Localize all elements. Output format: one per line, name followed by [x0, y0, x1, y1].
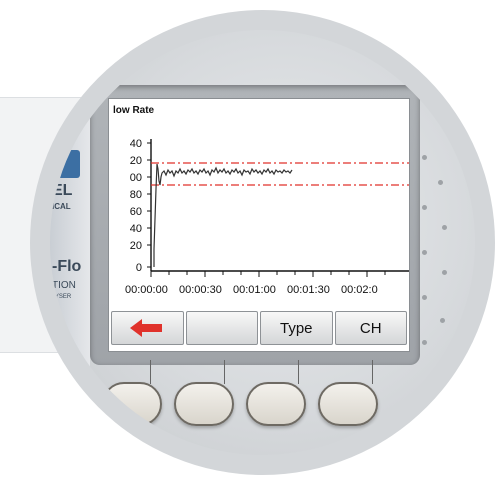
y-tick-label: 60	[130, 206, 142, 218]
grille-dot	[422, 155, 427, 160]
brand-text-4: TION	[52, 280, 76, 291]
y-tick-label: 00	[130, 172, 142, 184]
grille-dot	[422, 250, 427, 255]
brand-text-3: -Flo	[52, 258, 82, 275]
y-tick-label: 80	[130, 189, 142, 201]
grille-dot	[422, 295, 427, 300]
grille-dot	[440, 318, 445, 323]
brand-logo-icon	[54, 150, 80, 178]
hardware-button-2[interactable]	[174, 382, 234, 426]
y-tick-label: 0	[136, 262, 142, 274]
x-tick-label: 00:00:30	[179, 284, 222, 296]
x-tick-label: 00:01:30	[287, 284, 330, 296]
hardware-button-3[interactable]	[246, 382, 306, 426]
brand-text-5: LYSER	[52, 294, 72, 300]
grille-dot	[422, 340, 427, 345]
hardware-button-1[interactable]	[102, 382, 162, 426]
y-tick-label: 40	[130, 138, 142, 150]
grille-dot	[442, 270, 447, 275]
x-tick-label: 00:02:0	[341, 284, 378, 296]
blank-softkey[interactable]	[185, 311, 258, 345]
y-ticks	[147, 142, 151, 268]
x-tick-label: 00:01:00	[233, 284, 276, 296]
y-tick-label: 40	[130, 223, 142, 235]
flow-rate-trace	[153, 163, 293, 267]
hardware-button-4[interactable]	[318, 382, 378, 426]
brand-text-2: ICAL	[52, 202, 71, 211]
left-arrow-icon	[130, 319, 163, 337]
back-softkey[interactable]	[111, 311, 184, 345]
type-softkey[interactable]: Type	[260, 311, 333, 345]
lcd-screen: low Rate 40 20 00 80 60 40 20 0	[108, 98, 410, 352]
y-tick-label: 20	[130, 155, 142, 167]
y-tick-label: 20	[130, 240, 142, 252]
softkey-bar: Type CH	[109, 305, 409, 349]
ch-softkey[interactable]: CH	[334, 311, 407, 345]
chart-title: low Rate	[113, 105, 155, 116]
button-stem	[224, 360, 225, 384]
x-ticks	[150, 271, 386, 277]
device-branding: EL ICAL -Flo TION LYSER	[50, 30, 90, 455]
grille-dot	[438, 180, 443, 185]
grille-dot	[422, 205, 427, 210]
flow-rate-chart: 40 20 00 80 60 40 20 0	[125, 138, 409, 296]
magnifier-lens: EL ICAL -Flo TION LYSER low Rate 40	[50, 30, 475, 455]
button-stem	[298, 360, 299, 384]
button-stem	[372, 360, 373, 384]
grille-dot	[442, 225, 447, 230]
button-stem	[150, 360, 151, 384]
brand-text-1: EL	[52, 182, 73, 199]
x-tick-label: 00:00:00	[125, 284, 168, 296]
